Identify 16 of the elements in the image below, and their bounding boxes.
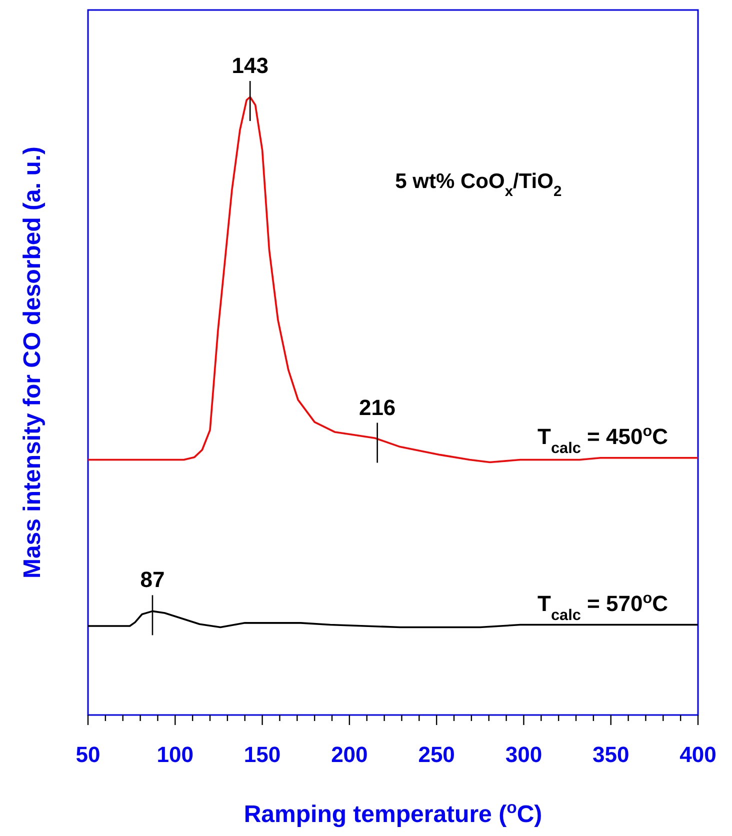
x-tick-label: 50: [76, 742, 100, 767]
series-label: T$_{calc}$ = 450$^{o}$C: [538, 422, 668, 456]
x-tick-label: 350: [592, 742, 630, 767]
x-tick-label: 150: [244, 742, 281, 767]
x-tick-label: 300: [505, 742, 542, 767]
annotation: 143: [232, 53, 268, 78]
annotation: 87: [140, 567, 165, 592]
annotation: 216: [358, 394, 396, 420]
x-tick-label: 100: [156, 742, 194, 767]
x-axis-title: Ramping temperature ($^{o}$C): [244, 798, 542, 828]
annotation: 5 wt% CoO$_{x}$/TiO$_{2}$: [395, 170, 562, 200]
x-tick-label: 400: [680, 742, 716, 767]
series-label: T$_{calc}$ = 570$^{o}$C: [538, 589, 668, 624]
x-tick-label: 200: [331, 742, 368, 767]
x-tick-label: 250: [418, 742, 455, 767]
y-axis-title: Mass intensity for CO desorbed (a. u.): [19, 146, 46, 579]
